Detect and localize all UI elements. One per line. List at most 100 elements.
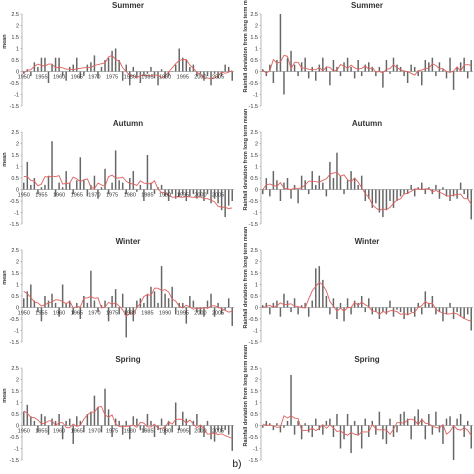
- bar: [54, 57, 57, 72]
- y-tick-label: 1.5: [11, 35, 19, 41]
- bar: [132, 171, 135, 190]
- y-axis-label: Rainfall deviation from long term mean: [243, 344, 249, 446]
- bar: [307, 307, 310, 317]
- bar: [385, 307, 388, 315]
- bar: [438, 307, 441, 313]
- bar: [51, 418, 53, 426]
- bar: [307, 189, 310, 195]
- bar: [164, 71, 166, 79]
- bar: [353, 420, 356, 426]
- bar: [421, 71, 423, 86]
- bar: [47, 71, 50, 83]
- bar: [406, 418, 409, 426]
- bar: [290, 307, 292, 313]
- bar: [107, 307, 110, 322]
- bar: [396, 307, 398, 310]
- bar: [315, 268, 317, 308]
- bar: [339, 71, 342, 77]
- bar: [146, 293, 149, 308]
- bar: [58, 307, 60, 317]
- bar: [265, 178, 268, 190]
- bar: [286, 57, 289, 72]
- bar: [97, 407, 99, 426]
- bar: [421, 418, 423, 426]
- bar: [206, 300, 209, 308]
- bar: [276, 180, 278, 190]
- bar: [33, 178, 36, 190]
- bar: [51, 141, 53, 190]
- bar: [431, 425, 434, 435]
- bar: [442, 425, 444, 444]
- bar: [171, 286, 173, 308]
- bar: [121, 425, 124, 435]
- bar: [185, 60, 188, 72]
- bar: [139, 71, 142, 83]
- bar: [104, 60, 106, 72]
- bar: [227, 66, 230, 72]
- bar: [329, 71, 331, 86]
- y-axis-label: mean: [2, 34, 8, 49]
- moving-average-line: [23, 174, 233, 209]
- bar: [182, 411, 184, 426]
- y-axis-label: Rainfall deviation from long term mean: [243, 108, 249, 210]
- bar: [61, 187, 64, 190]
- x-tick-label: 1985: [141, 75, 153, 81]
- y-tick-label: 1: [16, 401, 19, 407]
- bar: [378, 66, 381, 72]
- bar: [86, 302, 89, 308]
- bar: [185, 189, 188, 201]
- y-tick-label: -0.5: [10, 435, 19, 441]
- bar: [44, 296, 46, 308]
- bar: [100, 66, 103, 72]
- bar: [185, 418, 188, 426]
- bar: [364, 64, 366, 72]
- bar: [406, 189, 409, 195]
- y-tick-label: 2.5: [250, 130, 258, 136]
- bar: [399, 189, 402, 197]
- x-tick-label: 1980: [124, 193, 136, 199]
- bar: [463, 189, 465, 195]
- bar: [431, 296, 434, 308]
- bar: [424, 425, 427, 440]
- bar: [30, 184, 32, 190]
- y-tick-label: -1.5: [249, 340, 258, 346]
- bar: [171, 189, 173, 195]
- bar: [382, 425, 384, 440]
- bar: [336, 152, 338, 190]
- bar: [307, 425, 310, 433]
- bar: [318, 266, 321, 308]
- x-tick-label: 1955: [35, 429, 47, 435]
- x-tick-label: 1950: [18, 75, 30, 81]
- x-tick-label: 1970: [88, 193, 100, 199]
- x-tick-label: 1965: [71, 311, 83, 317]
- bar: [385, 425, 388, 444]
- bar: [353, 178, 356, 190]
- bar: [72, 307, 74, 315]
- bar: [79, 71, 82, 79]
- y-tick-label: 2: [255, 260, 258, 266]
- bar: [72, 189, 74, 195]
- bar: [58, 57, 60, 72]
- bar: [375, 189, 377, 204]
- bar: [424, 291, 427, 308]
- bar: [364, 189, 366, 201]
- bar: [279, 189, 282, 201]
- bar: [178, 302, 180, 308]
- y-tick-label: -0.5: [249, 81, 258, 87]
- bar: [139, 425, 142, 431]
- bar: [199, 425, 202, 433]
- y-tick-label: 2: [16, 24, 19, 30]
- bar: [111, 425, 113, 437]
- bar: [304, 302, 306, 308]
- bar: [220, 71, 223, 77]
- y-tick-label: 0.5: [11, 176, 19, 182]
- y-tick-label: -1.5: [10, 104, 19, 110]
- bar: [304, 423, 306, 426]
- bar: [318, 64, 321, 72]
- bar: [435, 184, 437, 190]
- x-tick-label: 1955: [35, 75, 47, 81]
- bar: [114, 48, 117, 72]
- bar: [65, 420, 67, 426]
- bar: [90, 270, 92, 308]
- bar: [392, 425, 395, 437]
